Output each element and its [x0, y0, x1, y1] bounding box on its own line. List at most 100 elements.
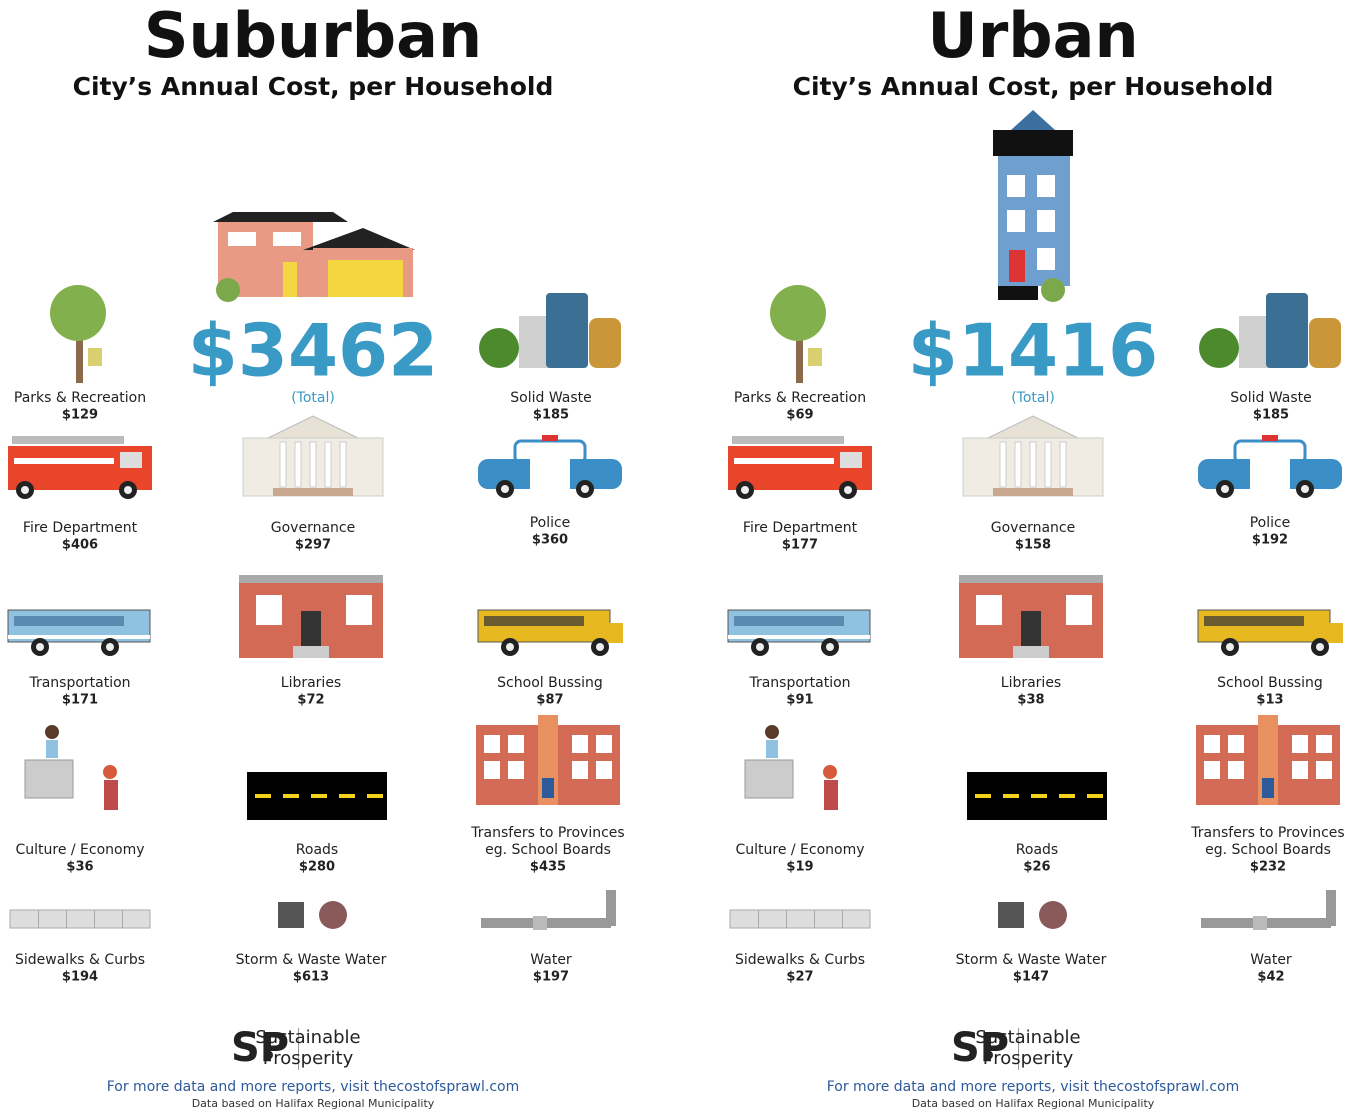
hub	[1226, 643, 1234, 651]
dash	[1003, 794, 1019, 798]
item-value: $27	[786, 970, 813, 985]
dash	[1087, 794, 1103, 798]
window	[508, 761, 524, 779]
item-label: Fire Department	[23, 520, 138, 536]
total: $3462	[188, 309, 439, 393]
hub	[21, 486, 29, 494]
window	[1228, 761, 1244, 779]
item-label: School Bussing	[1217, 675, 1323, 691]
joint	[814, 910, 815, 928]
item-value: $72	[297, 693, 324, 708]
joint	[94, 910, 95, 928]
stripe	[14, 458, 114, 464]
item-label: Water	[1250, 952, 1292, 968]
bush	[1041, 278, 1065, 302]
item-value: $613	[293, 970, 329, 985]
door	[542, 778, 554, 798]
window	[1037, 175, 1055, 197]
item-value: $129	[62, 408, 98, 423]
bag	[1199, 328, 1239, 368]
title: Urban	[927, 0, 1138, 72]
item-label: Transportation	[28, 675, 130, 691]
item-value: $192	[1252, 533, 1288, 548]
window	[596, 761, 612, 779]
bush	[216, 278, 240, 302]
door	[1021, 611, 1041, 646]
dash	[367, 794, 383, 798]
dash	[339, 794, 355, 798]
hub	[124, 486, 132, 494]
item-label: Libraries	[281, 675, 341, 691]
hub	[36, 643, 44, 651]
bin	[546, 293, 588, 368]
item-value: $158	[1015, 538, 1051, 553]
windows	[14, 616, 124, 626]
footer: For more data and more reports, visit th…	[827, 1079, 1240, 1095]
joint	[842, 910, 843, 928]
hub	[106, 643, 114, 651]
joint	[66, 910, 67, 928]
footnote: Data based on Halifax Regional Municipal…	[192, 1097, 435, 1110]
item-label: Transportation	[748, 675, 850, 691]
item-value: $232	[1250, 860, 1286, 875]
steps	[293, 646, 329, 658]
column	[295, 442, 301, 487]
logo-name: Prosperity	[263, 1048, 354, 1069]
head	[103, 765, 117, 779]
window	[596, 735, 612, 753]
window	[1037, 210, 1055, 232]
roof	[988, 416, 1078, 438]
item-label: Parks & Recreation	[734, 390, 866, 406]
steps	[1013, 646, 1049, 658]
roof	[268, 416, 358, 438]
head	[765, 725, 779, 739]
window	[1292, 761, 1308, 779]
item-value: $147	[1013, 970, 1049, 985]
title: Suburban	[144, 0, 482, 72]
body	[766, 740, 778, 758]
sidewalk	[730, 910, 870, 928]
item-label: Roads	[296, 842, 338, 858]
item-value: $360	[532, 533, 568, 548]
window	[228, 232, 256, 246]
hub	[1221, 485, 1229, 493]
riser	[1326, 890, 1336, 926]
dash	[255, 794, 271, 798]
steps	[993, 488, 1073, 496]
stripe	[728, 635, 870, 639]
item-label: Culture / Economy	[15, 842, 144, 858]
windows	[1204, 616, 1304, 626]
page: SuburbanCity’s Annual Cost, per Househol…	[0, 0, 1360, 1110]
window	[1316, 735, 1332, 753]
door	[301, 611, 321, 646]
item-value: $197	[533, 970, 569, 985]
hub	[756, 643, 764, 651]
window	[572, 735, 588, 753]
cap	[993, 130, 1073, 156]
cornice	[959, 575, 1103, 583]
hub	[501, 485, 509, 493]
door	[530, 459, 570, 489]
riser	[606, 890, 616, 926]
item-value: $185	[533, 408, 569, 423]
body	[104, 780, 118, 810]
logo-name: Sustainable	[255, 1027, 360, 1048]
item-value: $280	[299, 860, 335, 875]
footer: For more data and more reports, visit th…	[107, 1079, 520, 1095]
column	[1015, 442, 1021, 487]
foliage	[770, 285, 826, 341]
item-value: $91	[786, 693, 813, 708]
item-label: Storm & Waste Water	[236, 952, 387, 968]
joint	[1253, 916, 1267, 930]
column	[1030, 442, 1036, 487]
item-label: Governance	[271, 520, 355, 536]
item-value: $435	[530, 860, 566, 875]
window	[1037, 248, 1055, 270]
subtitle: City’s Annual Cost, per Household	[793, 72, 1274, 101]
roof	[1011, 110, 1055, 130]
door	[1250, 459, 1290, 489]
cab-window	[840, 452, 862, 468]
subtitle: City’s Annual Cost, per Household	[73, 72, 554, 101]
window	[1316, 761, 1332, 779]
item-label: eg. School Boards	[1205, 842, 1331, 858]
